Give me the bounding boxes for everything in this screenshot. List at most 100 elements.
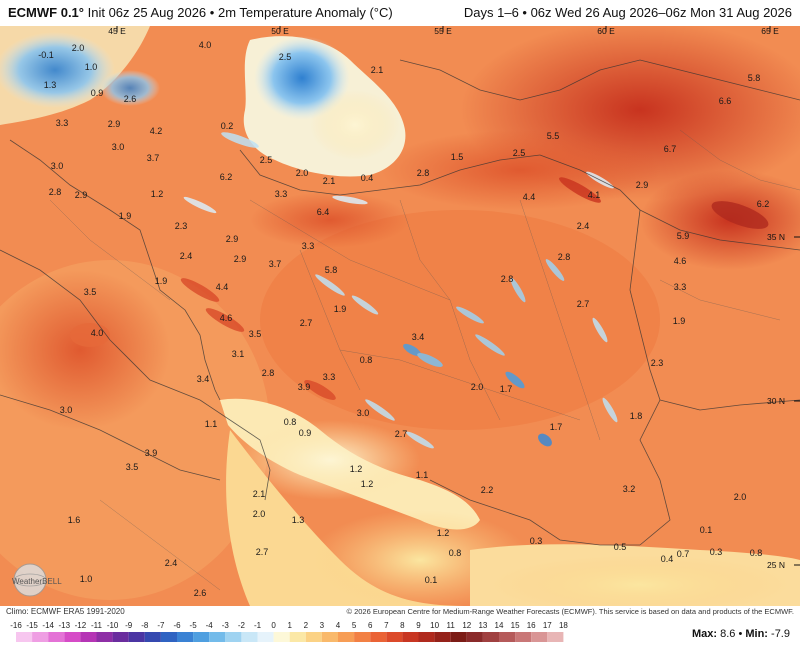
color-scale-swatch — [193, 632, 210, 642]
color-scale-swatch — [160, 632, 177, 642]
anomaly-value: 6.2 — [757, 199, 770, 209]
anomaly-value: 3.5 — [84, 287, 97, 297]
color-scale-swatch — [289, 632, 306, 642]
arabian-sea-pale — [490, 555, 790, 606]
map-title: ECMWF 0.1° Init 06z 25 Aug 2026 • 2m Tem… — [8, 5, 393, 20]
border-line — [399, 59, 800, 101]
province-line — [299, 249, 361, 391]
color-scale-swatch — [354, 632, 371, 642]
province-line — [99, 499, 221, 591]
anomaly-value: 0.7 — [677, 549, 690, 559]
anomaly-value: 2.1 — [371, 65, 384, 75]
graticule-ticks — [116, 26, 800, 566]
anomaly-value: 3.0 — [112, 142, 125, 152]
anomaly-value: 6.7 — [664, 144, 677, 154]
color-scale-tick: -8 — [141, 621, 149, 630]
anomaly-value: 1.2 — [361, 479, 374, 489]
border-line — [429, 479, 640, 546]
anomaly-value: 3.4 — [412, 332, 425, 342]
hot-streak — [559, 177, 601, 203]
color-scale-tick: 16 — [527, 621, 536, 630]
anomaly-value: 2.9 — [636, 180, 649, 190]
color-scale-swatch — [321, 632, 338, 642]
anomaly-value: 2.8 — [49, 187, 62, 197]
anomaly-value: 0.8 — [284, 417, 297, 427]
max-min-separator: • — [738, 628, 743, 640]
footer-bar: Climo: ECMWF ERA5 1991-2020 © 2026 Europ… — [0, 606, 800, 657]
province-line — [399, 199, 501, 421]
color-scale-tick: -4 — [206, 621, 214, 630]
anomaly-value: 3.3 — [56, 118, 69, 128]
color-scale-swatch — [273, 632, 290, 642]
anomaly-value: 4.0 — [91, 328, 104, 338]
hot-streak — [70, 323, 110, 347]
color-scale-swatch — [402, 632, 419, 642]
color-scale-swatch — [144, 632, 161, 642]
anomaly-value: 0.8 — [750, 548, 763, 558]
anomaly-value: 0.8 — [449, 548, 462, 558]
color-scale-tick: 4 — [336, 621, 341, 630]
anomaly-value: 3.3 — [302, 241, 315, 251]
color-scale-tick: 3 — [320, 621, 325, 630]
cool-streak — [351, 295, 379, 315]
color-scale-tick: -5 — [190, 621, 198, 630]
cool-streak — [538, 433, 552, 447]
anomaly-value: 2.4 — [165, 558, 178, 568]
color-scale-swatch — [32, 632, 49, 642]
anomaly-value: 3.3 — [674, 282, 687, 292]
cool-streak — [183, 196, 217, 214]
anomaly-value: 0.8 — [360, 355, 373, 365]
anomaly-value: 0.9 — [91, 88, 104, 98]
anomaly-value: 2.0 — [296, 168, 309, 178]
anomaly-value: 2.7 — [300, 318, 313, 328]
color-scale-swatch — [531, 632, 548, 642]
anomaly-value: 0.3 — [530, 536, 543, 546]
caucasus-blue-2 — [100, 70, 160, 106]
cool-streak — [592, 317, 608, 343]
anomaly-value: 2.3 — [175, 221, 188, 231]
anomaly-value: 1.2 — [151, 189, 164, 199]
anomaly-value: 2.7 — [577, 299, 590, 309]
cool-streak — [403, 343, 421, 357]
color-scale-swatch — [305, 632, 322, 642]
anomaly-value: 1.0 — [85, 62, 98, 72]
anomaly-value: 2.4 — [577, 221, 590, 231]
anomaly-value: 2.8 — [558, 252, 571, 262]
color-scale-tick: 13 — [478, 621, 487, 630]
color-scale-ticks: -16 -15 -14 -13 -12 -11 -10 -9 -8 -7 -6 -5 -4 -3 -2 -1 0… — [10, 621, 568, 630]
border-line — [239, 149, 541, 196]
coordinate-label: 50 E — [271, 26, 289, 36]
color-scale-swatch — [177, 632, 194, 642]
cool-streak — [475, 334, 505, 356]
color-scale-swatch — [434, 632, 451, 642]
anomaly-value: 1.7 — [550, 422, 563, 432]
anomaly-value: 6.2 — [220, 172, 233, 182]
anomaly-value: 2.6 — [194, 588, 207, 598]
turkmen-warm — [380, 130, 660, 210]
anomaly-value: 2.6 — [124, 94, 137, 104]
logo-globe-band — [13, 573, 47, 587]
color-scale-tick: 2 — [304, 621, 309, 630]
anomaly-value: 5.8 — [748, 73, 761, 83]
anomaly-value: 0.9 — [299, 428, 312, 438]
anomaly-value: 0.1 — [700, 525, 713, 535]
anomaly-value: 2.5 — [279, 52, 292, 62]
caucasus-blue — [0, 32, 115, 108]
border-line — [639, 209, 800, 251]
logo-text: WeatherBELL — [12, 577, 62, 586]
border-line — [0, 249, 201, 401]
color-scale-swatches — [16, 632, 564, 642]
cool-streak — [406, 431, 434, 449]
anomaly-value: 6.6 — [719, 96, 732, 106]
anomaly-value: 4.2 — [150, 126, 163, 136]
init-time: Init 06z 25 Aug 2026 — [87, 5, 207, 20]
anomaly-value: 4.6 — [674, 256, 687, 266]
color-scale-tick: -3 — [222, 621, 230, 630]
anomaly-value: 1.9 — [155, 276, 168, 286]
anomaly-value: 0.2 — [221, 121, 234, 131]
color-scale-swatch — [80, 632, 97, 642]
climatology-note: Climo: ECMWF ERA5 1991-2020 — [6, 607, 125, 616]
anomaly-value: 2.0 — [72, 43, 85, 53]
anomaly-value: 1.8 — [630, 411, 643, 421]
central-iran-zone — [260, 210, 660, 430]
